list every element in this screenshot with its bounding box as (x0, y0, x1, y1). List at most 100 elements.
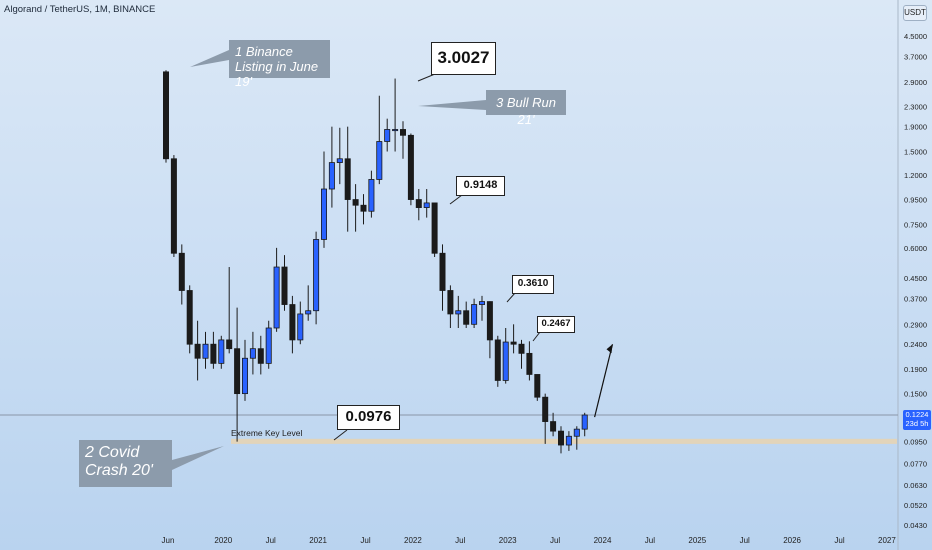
currency-badge[interactable]: USDT (903, 5, 927, 21)
candle-2020-07[interactable] (265, 327, 272, 364)
y-tick-label: 0.1500 (904, 390, 927, 399)
y-tick-label: 0.0770 (904, 460, 927, 469)
covid-crash-note[interactable]: 2 Covid Crash 20' (79, 440, 172, 487)
candle-2022-03[interactable] (423, 202, 430, 208)
bull-run-pointer (418, 100, 486, 110)
y-tick-label: 0.0520 (904, 501, 927, 510)
x-tick-label: 2023 (499, 536, 517, 545)
callout-0-2467-pointer (532, 331, 541, 342)
candle-2021-10[interactable] (384, 129, 391, 142)
x-tick-label: 2027 (878, 536, 896, 545)
y-tick-label: 2.9000 (904, 78, 927, 87)
candle-2023-09[interactable] (565, 435, 572, 446)
ath-callout[interactable]: 3.0027 (431, 42, 496, 75)
callout-0-2467[interactable]: 0.2467 (537, 316, 575, 333)
candle-2023-05[interactable] (534, 374, 541, 398)
x-tick-label: 2020 (214, 536, 232, 545)
x-tick-label: Jul (455, 536, 465, 545)
candle-2020-12[interactable] (305, 310, 312, 315)
bull-run-note[interactable]: 3 Bull Run 21' (486, 90, 566, 127)
callout-0-9148-pointer (449, 194, 463, 205)
candle-2022-05[interactable] (439, 252, 446, 291)
candle-2022-10[interactable] (478, 301, 485, 305)
candle-2021-09[interactable] (376, 141, 383, 180)
candle-2021-07[interactable] (360, 204, 367, 212)
x-tick-label: Jul (266, 536, 276, 545)
candle-2020-01[interactable] (218, 339, 225, 364)
candle-2021-11[interactable] (392, 129, 399, 132)
candle-2022-09[interactable] (471, 304, 478, 325)
candle-2022-08[interactable] (463, 310, 470, 325)
candle-2023-07[interactable] (550, 421, 557, 432)
candle-2021-04[interactable] (336, 158, 343, 163)
y-tick-label: 0.9500 (904, 196, 927, 205)
candle-2019-12[interactable] (210, 343, 217, 364)
candle-2021-06[interactable] (352, 199, 359, 206)
covid-pointer (172, 446, 224, 470)
candle-2020-10[interactable] (289, 304, 296, 341)
projection-arrowhead (606, 344, 613, 354)
y-tick-label: 4.5000 (904, 32, 927, 41)
y-tick-label: 0.2900 (904, 320, 927, 329)
y-tick-label: 0.0630 (904, 481, 927, 490)
candle-2022-06[interactable] (447, 290, 454, 315)
candle-2020-05[interactable] (249, 348, 256, 359)
candle-2021-01[interactable] (313, 239, 320, 312)
x-tick-label: Jun (162, 536, 175, 545)
current-price-tag: 0.1224 23d 5h (903, 410, 931, 430)
y-tick-label: 0.7500 (904, 220, 927, 229)
y-tick-label: 0.4500 (904, 274, 927, 283)
projection-arrow (594, 344, 614, 418)
candle-2023-01[interactable] (502, 341, 509, 381)
candle-2019-08[interactable] (178, 252, 185, 291)
candle-2019-06[interactable] (162, 71, 169, 160)
candle-2021-08[interactable] (368, 179, 375, 212)
y-tick-label: 0.6000 (904, 244, 927, 253)
candle-2020-03[interactable] (234, 348, 241, 395)
candle-2023-04[interactable] (526, 352, 533, 375)
candle-2020-11[interactable] (297, 313, 304, 341)
y-tick-label: 1.9000 (904, 123, 927, 132)
callout-0-9148[interactable]: 0.9148 (456, 176, 505, 196)
candle-2020-06[interactable] (257, 348, 264, 364)
key-callout-pointer (333, 429, 348, 441)
x-tick-label: Jul (550, 536, 560, 545)
candle-2023-11[interactable] (581, 414, 588, 430)
candle-2021-03[interactable] (328, 162, 335, 190)
candle-2022-04[interactable] (431, 202, 438, 254)
binance-listing-note[interactable]: 1 Binance Listing in June 19' (229, 40, 330, 89)
candle-countdown: 23d 5h (905, 419, 929, 428)
candle-2023-06[interactable] (542, 396, 549, 422)
x-tick-label: 2025 (688, 536, 706, 545)
x-tick-label: 2021 (309, 536, 327, 545)
candle-2020-09[interactable] (281, 266, 288, 305)
y-tick-label: 1.2000 (904, 171, 927, 180)
candle-2023-10[interactable] (573, 428, 580, 437)
callout-0-3610-pointer (506, 292, 516, 303)
candle-2022-02[interactable] (415, 199, 422, 208)
x-tick-label: Jul (645, 536, 655, 545)
candle-2022-01[interactable] (407, 134, 414, 200)
candle-2022-11[interactable] (486, 301, 493, 341)
candle-2021-02[interactable] (320, 188, 327, 240)
candle-2022-12[interactable] (494, 339, 501, 381)
candle-2022-07[interactable] (455, 310, 462, 315)
candle-2023-08[interactable] (558, 430, 565, 446)
candle-2023-03[interactable] (518, 343, 525, 354)
candle-2023-02[interactable] (510, 341, 517, 345)
x-tick-label: 2022 (404, 536, 422, 545)
candle-2021-12[interactable] (399, 129, 406, 136)
key-level-callout[interactable]: 0.0976 (337, 405, 400, 430)
callout-0-3610[interactable]: 0.3610 (512, 275, 554, 294)
candle-2021-05[interactable] (344, 158, 351, 200)
candle-2019-11[interactable] (202, 343, 209, 359)
candle-2020-04[interactable] (241, 357, 248, 395)
x-tick-label: Jul (360, 536, 370, 545)
candle-2019-09[interactable] (186, 290, 193, 345)
candle-2019-07[interactable] (170, 158, 177, 254)
candle-2020-08[interactable] (273, 266, 280, 329)
candle-2020-02[interactable] (226, 339, 233, 350)
candle-2019-10[interactable] (194, 343, 201, 359)
